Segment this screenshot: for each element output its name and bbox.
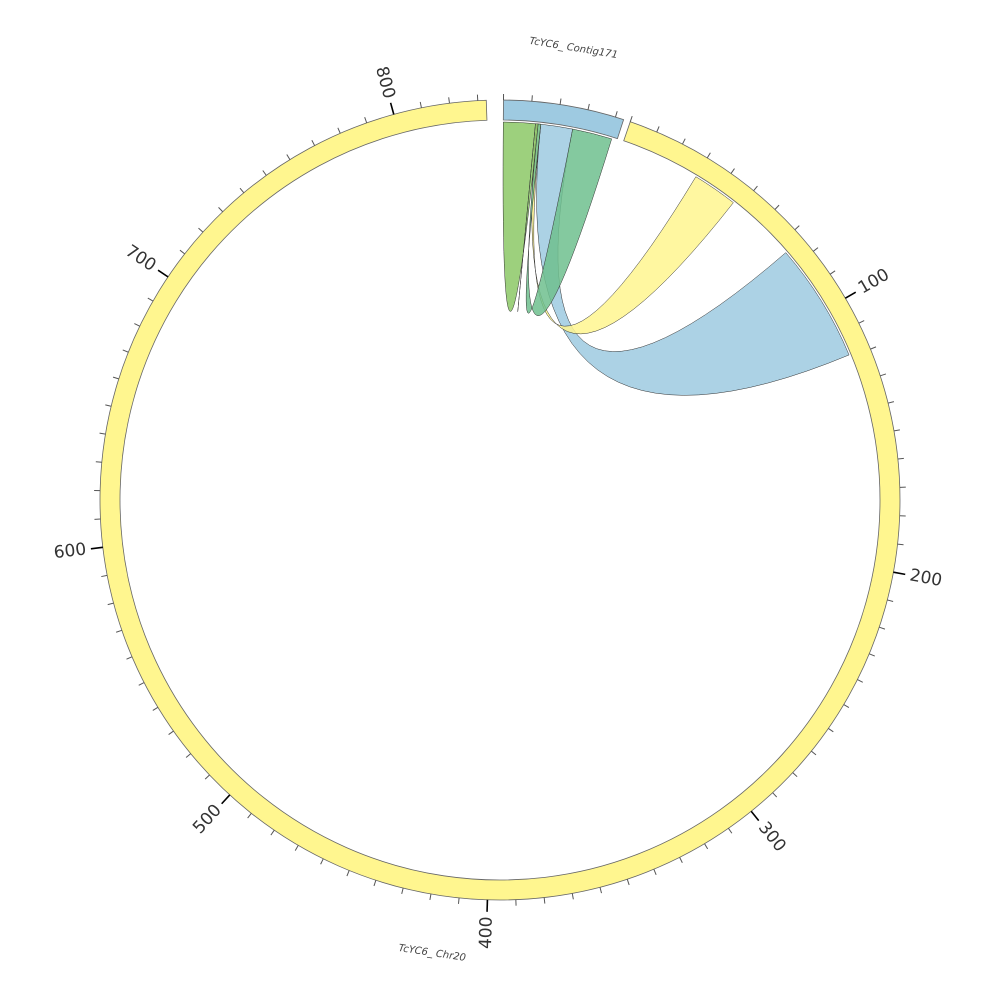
minor-tick: [880, 373, 887, 377]
minor-tick: [105, 404, 112, 407]
minor-tick: [543, 897, 546, 904]
minor-tick: [448, 97, 450, 104]
minor-tick: [887, 599, 894, 602]
minor-tick: [204, 774, 210, 780]
tick-label: 800: [371, 64, 399, 101]
major-tick: [90, 546, 103, 550]
minor-tick: [897, 543, 904, 546]
minor-tick: [185, 753, 192, 758]
minor-tick: [364, 117, 368, 124]
minor-tick: [828, 727, 834, 733]
minor-tick: [218, 207, 224, 213]
minor-tick: [653, 869, 657, 875]
minor-tick: [262, 170, 267, 176]
link: [531, 123, 734, 334]
minor-tick: [147, 297, 154, 302]
tick-label: 600: [53, 539, 88, 563]
tick-label: 200: [908, 565, 944, 591]
minor-tick: [857, 679, 863, 683]
link: [502, 121, 539, 312]
minor-tick: [138, 682, 145, 686]
minor-tick: [879, 626, 886, 630]
minor-tick: [112, 376, 119, 380]
link: [525, 123, 613, 316]
minor-tick: [706, 152, 711, 159]
minor-tick: [107, 602, 114, 606]
major-tick: [389, 102, 395, 115]
minor-tick: [728, 828, 733, 834]
minor-tick: [99, 432, 106, 435]
minor-tick: [774, 204, 780, 210]
minor-tick: [858, 320, 865, 324]
major-tick: [893, 571, 906, 576]
tick-label: 500: [189, 801, 226, 838]
minor-tick: [656, 126, 660, 133]
minor-tick: [115, 629, 122, 633]
minor-tick: [198, 227, 204, 233]
minor-tick: [122, 349, 129, 353]
minor-tick: [730, 168, 735, 174]
minor-tick: [615, 111, 618, 118]
minor-tick: [320, 858, 324, 865]
minor-tick: [887, 401, 895, 404]
tick-label: 100: [855, 265, 893, 299]
minor-tick: [179, 249, 185, 255]
segment: [99, 99, 901, 901]
major-tick: [750, 810, 760, 822]
minor-tick: [419, 101, 422, 108]
minor-tick: [247, 813, 252, 819]
minor-tick: [401, 887, 404, 895]
minor-tick: [311, 139, 316, 146]
minor-tick: [629, 115, 633, 122]
minor-tick: [869, 653, 875, 657]
minor-tick: [152, 706, 159, 711]
major-tick: [221, 794, 231, 805]
tick-label: 300: [754, 818, 790, 856]
minor-tick: [571, 893, 574, 900]
minor-tick: [337, 127, 341, 134]
minor-tick: [95, 461, 102, 463]
minor-tick: [897, 457, 904, 460]
minor-tick: [753, 185, 758, 192]
minor-tick: [126, 656, 133, 660]
minor-tick: [811, 750, 817, 756]
minor-tick: [792, 772, 798, 778]
tick-label: 700: [122, 241, 160, 276]
minor-tick: [270, 829, 275, 836]
tick-label: 400: [476, 916, 497, 949]
minor-tick: [294, 845, 299, 851]
minor-tick: [101, 574, 108, 578]
major-tick: [844, 291, 857, 299]
minor-tick: [772, 792, 778, 798]
minor-tick: [682, 138, 686, 145]
segment: [502, 99, 625, 140]
minor-tick: [168, 730, 174, 735]
minor-tick: [457, 897, 460, 904]
segment-label: TcYC6_ Contig171: [529, 36, 619, 61]
minor-tick: [843, 704, 850, 709]
minor-tick: [373, 880, 377, 887]
minor-tick: [893, 429, 900, 432]
minor-tick: [587, 103, 590, 110]
minor-tick: [626, 879, 630, 886]
major-tick: [157, 269, 169, 278]
minor-tick: [599, 887, 602, 894]
minor-tick: [346, 870, 350, 877]
minor-tick: [286, 154, 291, 160]
minor-tick: [870, 346, 877, 350]
minor-tick: [704, 843, 709, 850]
minor-tick: [679, 857, 683, 863]
minor-tick: [134, 323, 140, 327]
minor-tick: [829, 270, 836, 275]
minor-tick: [812, 247, 819, 252]
minor-tick: [239, 187, 245, 194]
minor-tick: [794, 225, 800, 231]
minor-tick: [429, 893, 432, 900]
segment-label: TcYC6_ Chr20: [398, 943, 467, 964]
minor-tick: [559, 98, 562, 105]
